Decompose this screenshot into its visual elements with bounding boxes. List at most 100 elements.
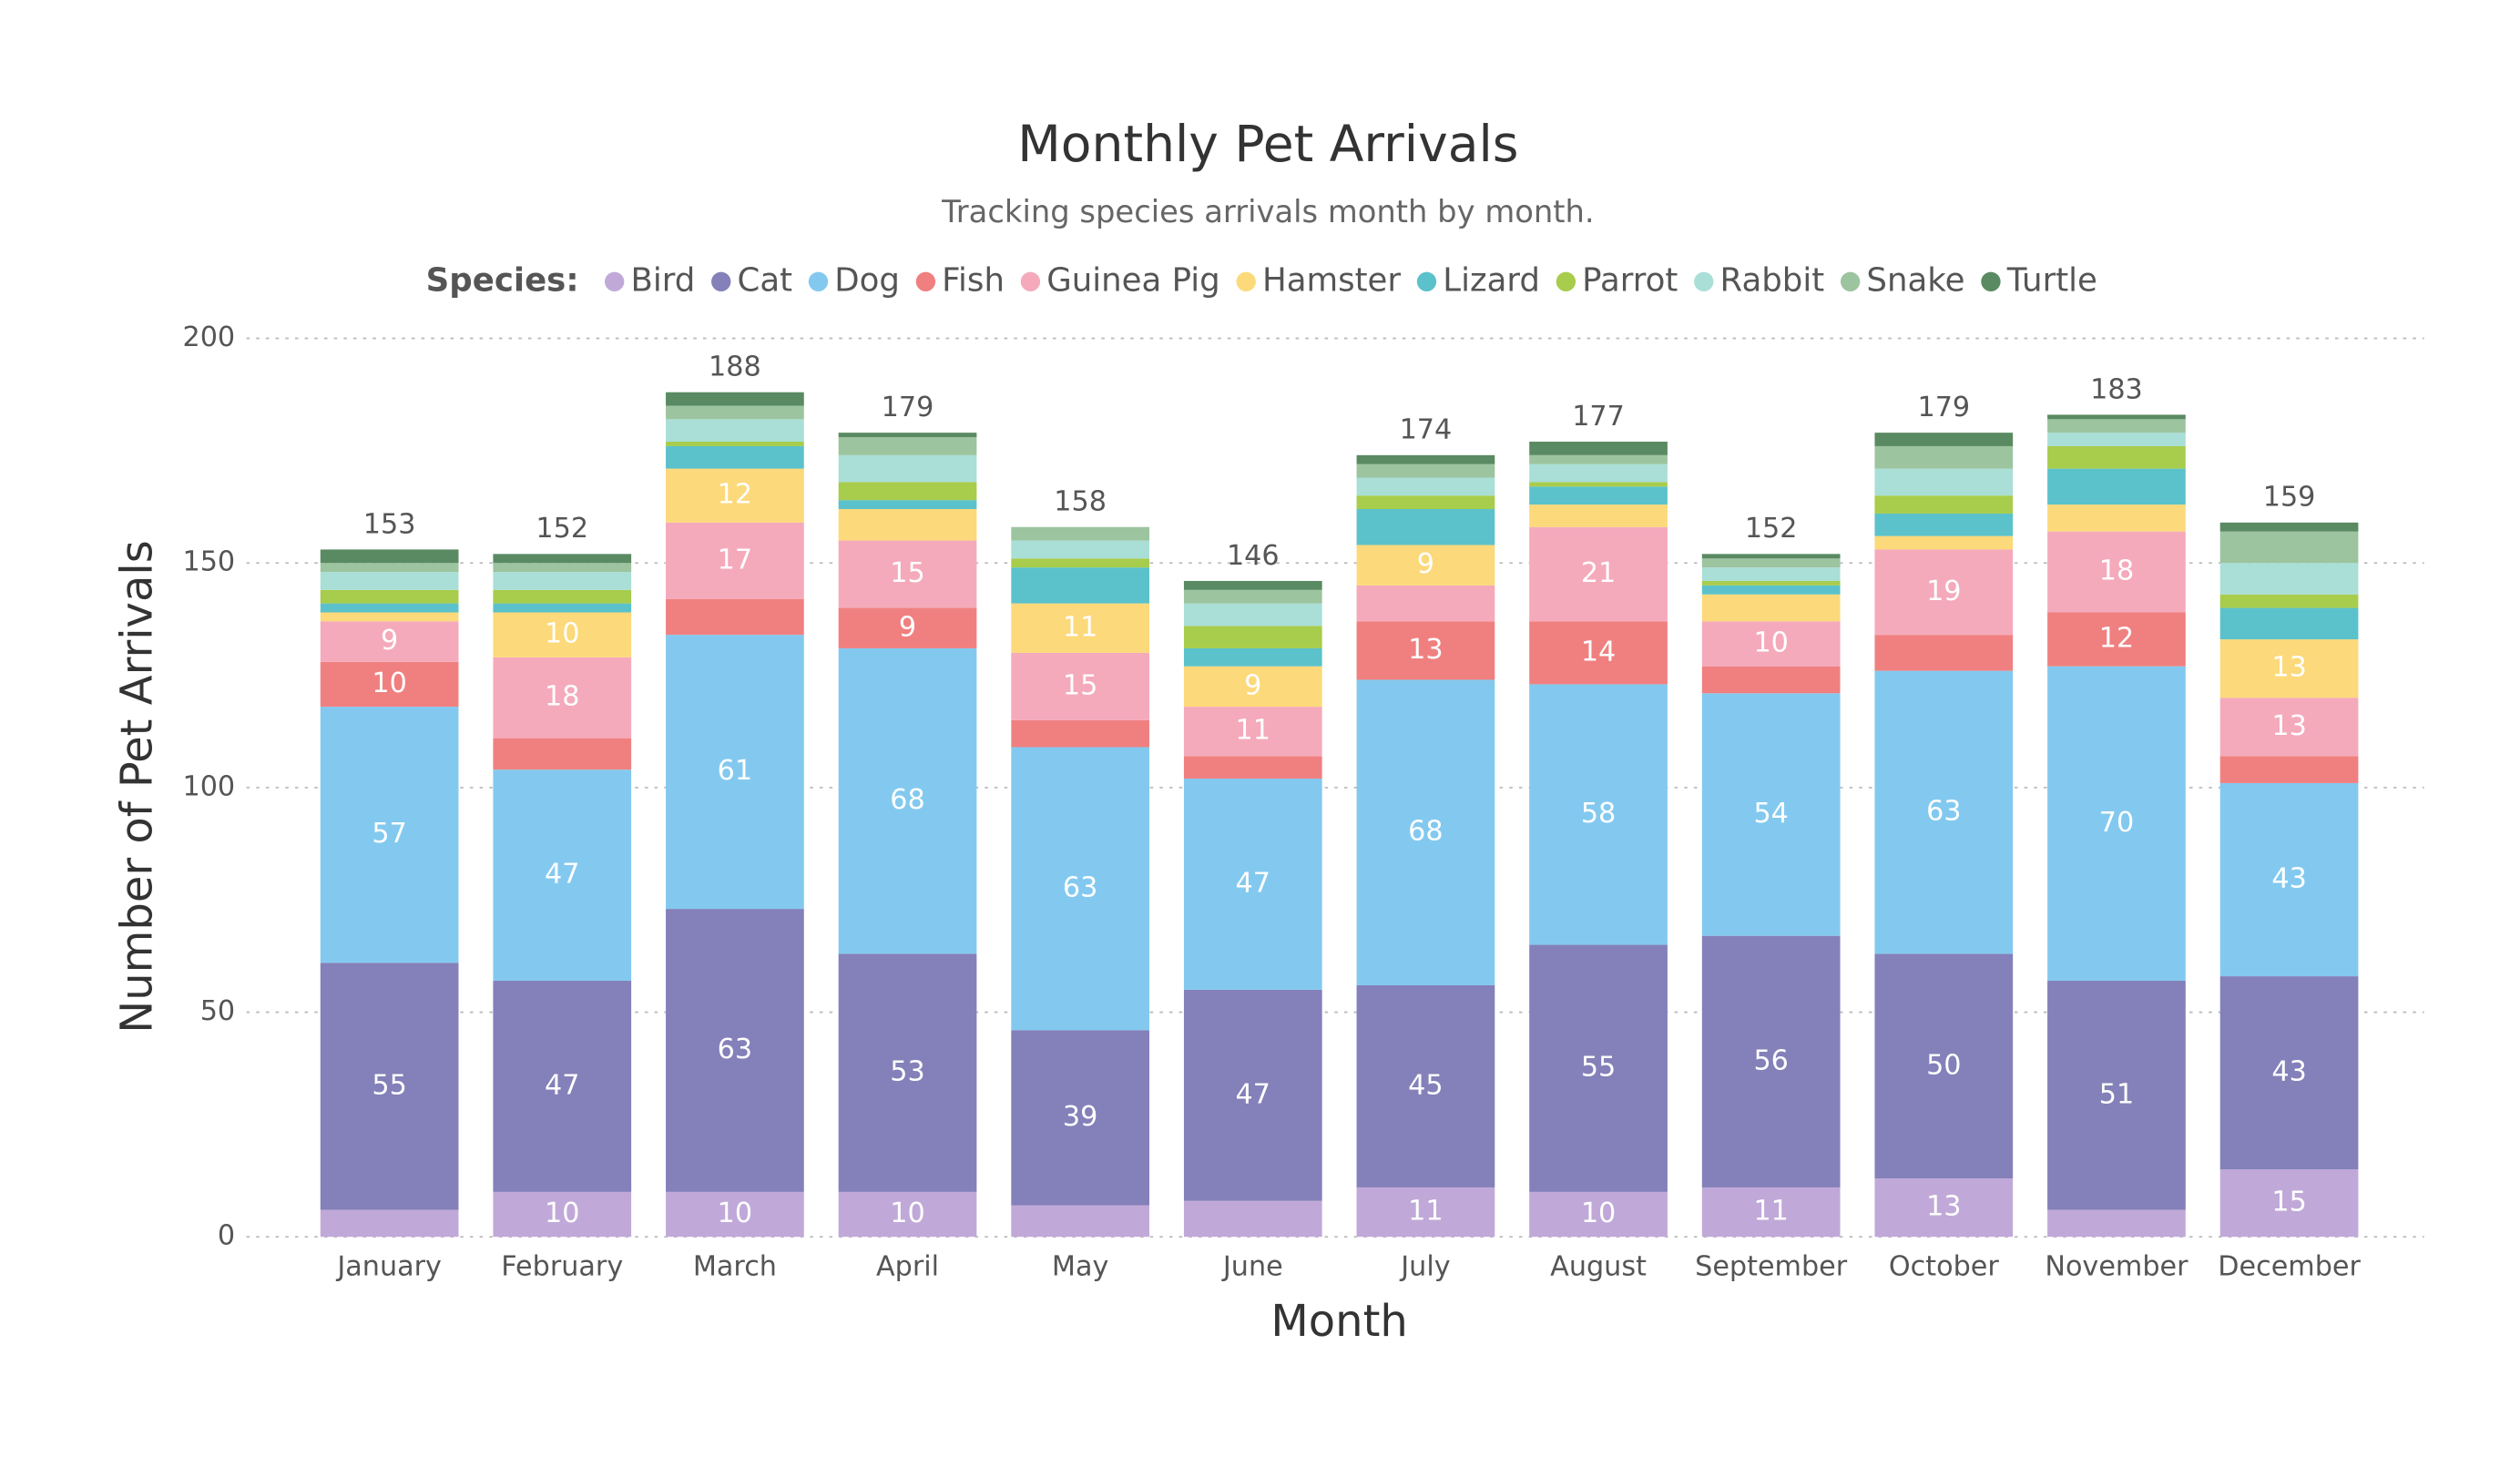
- bar-segment: [666, 1191, 804, 1238]
- bar-segment: [1529, 442, 1668, 455]
- bar-segment: [1183, 707, 1322, 757]
- bar-segment: [2047, 414, 2186, 420]
- bar-segment: [2047, 419, 2186, 433]
- bar-segment: [2219, 531, 2359, 564]
- bar-segment: [1701, 554, 1841, 559]
- bar-segment: [1183, 756, 1322, 779]
- value-label: 18: [2099, 555, 2134, 587]
- value-label: 43: [2271, 863, 2306, 895]
- legend: Species: Bird Cat Dog Fish Guinea Pig Hamster L…: [426, 261, 2097, 299]
- legend-label: Bird: [630, 261, 695, 299]
- legend-marker: [1416, 271, 1437, 291]
- bar-segment: [1874, 535, 2014, 550]
- legend-title: Species:: [426, 261, 579, 299]
- value-label: 11: [1236, 715, 1270, 747]
- value-label: 10: [545, 618, 579, 650]
- bar-segment: [1356, 495, 1495, 510]
- bar-segment: [1701, 558, 1841, 568]
- bar-segment: [320, 1209, 459, 1238]
- bar-segment: [2047, 433, 2186, 446]
- bar-segment: [1874, 635, 2014, 671]
- chart-title: Monthly Pet Arrivals: [1017, 115, 1518, 173]
- value-label: 21: [1581, 557, 1616, 589]
- value-label: 54: [1753, 798, 1788, 830]
- bar-segment: [1356, 621, 1495, 680]
- bar-segment: [493, 554, 632, 564]
- x-tick-label: February: [501, 1251, 623, 1283]
- bar-segment: [1874, 468, 2014, 496]
- bar-segment: [1011, 567, 1150, 604]
- bar-segment: [1874, 1178, 2014, 1238]
- value-label: 55: [1581, 1052, 1616, 1084]
- total-label: 153: [363, 508, 416, 540]
- total-label: 174: [1400, 414, 1453, 446]
- bar-segment: [1356, 585, 1495, 622]
- legend-marker: [808, 271, 829, 291]
- bar-segment: [2047, 445, 2186, 469]
- bar-segment: [1011, 558, 1150, 568]
- value-label: 63: [1926, 796, 1961, 828]
- y-tick-label: 150: [182, 546, 235, 578]
- value-label: 10: [1581, 1197, 1616, 1229]
- bar-segment: [493, 738, 632, 770]
- bar-segment: [1529, 504, 1668, 527]
- bar-segment: [838, 454, 977, 483]
- bar-segment: [1701, 1187, 1841, 1238]
- total-label: 152: [1745, 513, 1798, 545]
- bar-segment: [1701, 621, 1841, 667]
- bar-segment: [1874, 670, 2014, 954]
- bar-segment: [2219, 563, 2359, 595]
- bar-segment: [2219, 782, 2359, 977]
- value-label: 43: [2271, 1056, 2306, 1088]
- bar-segment: [1874, 495, 2014, 514]
- bar-segment: [666, 445, 804, 469]
- bar-segment: [2047, 666, 2186, 982]
- bar-segment: [1874, 513, 2014, 536]
- bar-segment: [2219, 522, 2359, 532]
- bar-segment: [666, 392, 804, 406]
- bar-segment: [320, 707, 459, 963]
- total-label: 146: [1227, 540, 1280, 572]
- bar-segment: [1701, 580, 1841, 586]
- bar-segment: [1356, 454, 1495, 464]
- bar-segment: [666, 909, 804, 1192]
- bar-segment: [1874, 953, 2014, 1179]
- y-tick-label: 50: [200, 995, 235, 1027]
- bar-segment: [1183, 603, 1322, 627]
- value-label: 45: [1408, 1069, 1443, 1101]
- value-label: 58: [1581, 798, 1616, 830]
- bar-segment: [1356, 464, 1495, 478]
- legend-label: Hamster: [1262, 261, 1401, 299]
- value-label: 19: [1926, 576, 1961, 607]
- total-label: 159: [2263, 482, 2316, 514]
- bar-segment: [320, 563, 459, 573]
- legend-label: Guinea Pig: [1046, 261, 1220, 299]
- legend-marker: [1694, 271, 1714, 291]
- value-label: 15: [890, 557, 924, 589]
- bar-segment: [1874, 433, 2014, 446]
- legend-marker: [605, 271, 625, 291]
- bar-segment: [320, 621, 459, 662]
- bar-segment: [1183, 589, 1322, 604]
- bar-segment: [1011, 603, 1150, 653]
- bar-segment: [1356, 477, 1495, 496]
- value-label: 68: [890, 784, 924, 816]
- bar-segment: [1529, 482, 1668, 487]
- bar-segment: [838, 437, 977, 455]
- value-label: 10: [718, 1197, 752, 1229]
- total-label: 179: [1917, 392, 1970, 423]
- bar-segment: [1183, 1200, 1322, 1238]
- value-label: 39: [1063, 1101, 1097, 1133]
- total-label: 188: [709, 352, 761, 383]
- x-axis-title: Month: [1270, 1296, 1407, 1347]
- bar-segment: [1529, 1191, 1668, 1238]
- legend-label: Lizard: [1443, 261, 1540, 299]
- bar-segment: [2219, 594, 2359, 608]
- bar-segment: [2219, 698, 2359, 757]
- value-label: 11: [1753, 1196, 1788, 1228]
- bar-segment: [1529, 454, 1668, 464]
- x-tick-label: May: [1052, 1251, 1108, 1283]
- value-label: 9: [1417, 548, 1434, 580]
- bar-segment: [2219, 1169, 2359, 1238]
